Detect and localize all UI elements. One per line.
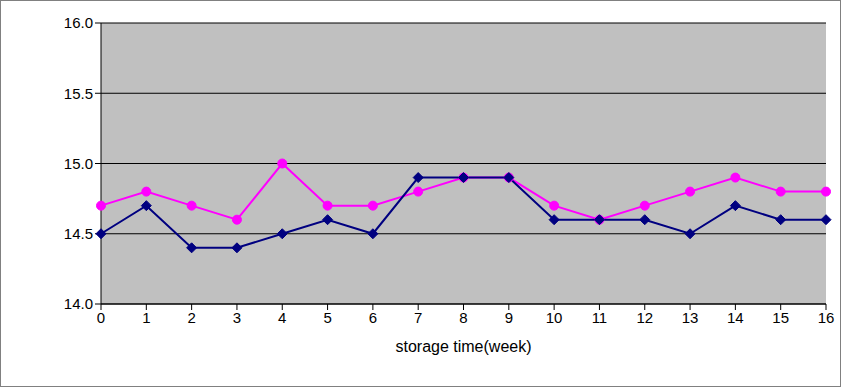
svg-text:15: 15 — [772, 309, 789, 326]
svg-text:14: 14 — [727, 309, 744, 326]
svg-text:6: 6 — [369, 309, 377, 326]
svg-text:9: 9 — [505, 309, 513, 326]
svg-text:2: 2 — [187, 309, 195, 326]
svg-text:14.5: 14.5 — [64, 225, 93, 242]
svg-text:5: 5 — [323, 309, 331, 326]
svg-text:16.0: 16.0 — [64, 14, 93, 31]
svg-text:7: 7 — [414, 309, 422, 326]
svg-text:8: 8 — [459, 309, 467, 326]
svg-text:4: 4 — [278, 309, 286, 326]
svg-text:11: 11 — [592, 309, 608, 326]
svg-text:12: 12 — [636, 309, 653, 326]
svg-text:16: 16 — [818, 309, 833, 326]
svg-text:10: 10 — [546, 309, 563, 326]
svg-text:3: 3 — [233, 309, 241, 326]
svg-text:14.0: 14.0 — [64, 295, 93, 312]
svg-text:0: 0 — [97, 309, 105, 326]
svg-text:15.0: 15.0 — [64, 155, 93, 172]
svg-text:storage time(week): storage time(week) — [395, 338, 531, 355]
svg-text:13: 13 — [682, 309, 699, 326]
svg-text:1: 1 — [142, 309, 150, 326]
svg-text:15.5: 15.5 — [64, 85, 93, 102]
